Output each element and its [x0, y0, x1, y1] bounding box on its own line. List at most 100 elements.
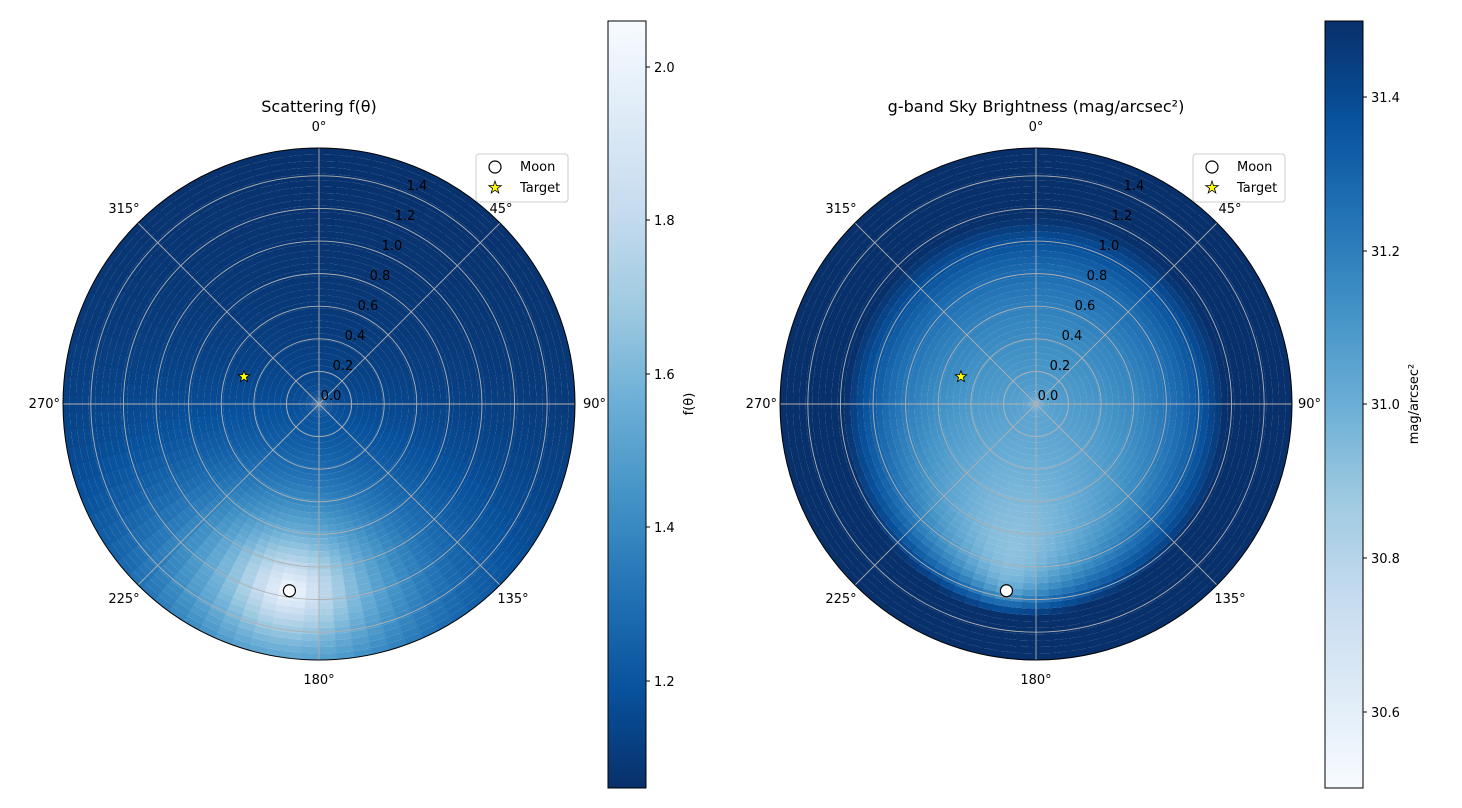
heatmap-cell: [223, 386, 231, 395]
heatmap-cell: [319, 295, 328, 302]
heatmap-cell: [952, 394, 960, 402]
heatmap-cell: [173, 594, 194, 611]
heatmap-cell: [278, 420, 286, 427]
heatmap-cell: [166, 449, 177, 464]
heatmap-cell: [152, 568, 171, 586]
heatmap-cell: [353, 234, 369, 245]
heatmap-cell: [1042, 402, 1049, 404]
heatmap-cell: [273, 517, 286, 528]
heatmap-cell: [351, 518, 363, 528]
heatmap-cell: [470, 376, 479, 390]
heatmap-cell: [264, 541, 279, 552]
heatmap-cell: [998, 394, 1006, 399]
heatmap-cell: [248, 153, 270, 165]
heatmap-cell: [319, 186, 337, 194]
heatmap-cell: [356, 375, 364, 383]
heatmap-cell: [317, 544, 330, 552]
heatmap-cell: [340, 386, 347, 392]
heatmap-cell: [274, 597, 292, 607]
heatmap-cell: [1032, 404, 1036, 410]
heatmap-cell: [342, 585, 359, 595]
heatmap-cell: [507, 424, 517, 441]
heatmap-cell: [186, 424, 195, 437]
heatmap-cell: [324, 372, 329, 380]
heatmap-cell: [1069, 352, 1078, 361]
heatmap-cell: [277, 463, 286, 472]
heatmap-cell: [143, 231, 161, 250]
heatmap-cell: [307, 346, 313, 354]
heatmap-cell: [1015, 451, 1022, 460]
heatmap-cell: [322, 409, 327, 415]
heatmap-cell: [1046, 321, 1055, 330]
heatmap-cell: [146, 532, 163, 550]
heatmap-cell: [436, 373, 446, 385]
heatmap-cell: [297, 328, 306, 337]
heatmap-cell: [430, 610, 452, 626]
heatmap-cell: [1076, 381, 1084, 388]
heatmap-cell: [166, 604, 187, 622]
heatmap-cell: [276, 200, 294, 210]
heatmap-cell: [87, 310, 101, 331]
heatmap-cell: [1060, 353, 1068, 361]
heatmap-cell: [456, 256, 473, 273]
heatmap-cell: [289, 433, 297, 441]
heatmap-cell: [329, 393, 336, 398]
heatmap-cell: [309, 269, 321, 277]
heatmap-cell: [994, 463, 1003, 472]
heatmap-cell: [187, 237, 205, 253]
heatmap-cell: [342, 411, 350, 417]
heatmap-cell: [89, 361, 99, 381]
heatmap-cell: [1051, 370, 1057, 378]
heatmap-cell: [1040, 441, 1046, 449]
heatmap-cell: [120, 551, 139, 572]
heatmap-cell: [1111, 389, 1119, 397]
heatmap-cell: [194, 363, 204, 375]
heatmap-cell: [985, 438, 994, 447]
heatmap-cell: [306, 218, 321, 226]
heatmap-cell: [354, 576, 371, 586]
heatmap-cell: [1074, 399, 1081, 404]
heatmap-cell: [152, 241, 170, 259]
heatmap-cell: [275, 545, 289, 555]
heatmap-cell: [1054, 364, 1061, 372]
heatmap-cell: [318, 461, 324, 468]
heatmap-cell: [1005, 411, 1013, 416]
heatmap-cell: [333, 415, 340, 422]
heatmap-cell: [456, 307, 470, 323]
heatmap-cell: [308, 414, 313, 421]
heatmap-cell: [490, 266, 507, 285]
heatmap-cell: [364, 271, 378, 282]
heatmap-cell: [539, 363, 549, 383]
heatmap-cell: [974, 446, 984, 456]
heatmap-cell: [541, 379, 550, 399]
heatmap-cell: [220, 578, 239, 592]
heatmap-cell: [476, 444, 487, 460]
heatmap-cell: [369, 584, 387, 596]
heatmap-cell: [988, 381, 996, 388]
heatmap-cell: [266, 446, 275, 455]
heatmap-cell: [405, 380, 414, 390]
heatmap-cell: [510, 438, 521, 456]
heatmap-cell: [330, 408, 337, 413]
heatmap-cell: [294, 394, 302, 399]
heatmap-cell: [482, 421, 491, 436]
heatmap-cell: [1018, 394, 1025, 399]
heatmap-cell: [261, 405, 269, 411]
heatmap-cell: [1078, 361, 1087, 370]
heatmap-cell: [166, 255, 183, 272]
heatmap-cell: [159, 385, 167, 399]
heatmap-cell: [75, 392, 83, 413]
heatmap-cell: [329, 392, 336, 397]
heatmap-cell: [93, 295, 108, 316]
heatmap-cell: [504, 232, 523, 253]
heatmap-cell: [101, 378, 110, 397]
heatmap-cell: [1036, 404, 1039, 411]
heatmap-cell: [302, 410, 309, 415]
panel-scattering: Scattering f(θ) 0° 45° 90° 135° 180° 225…: [29, 20, 697, 789]
heatmap-cell: [1084, 348, 1094, 358]
heatmap-cell: [1064, 415, 1072, 422]
heatmap-cell: [324, 396, 330, 401]
heatmap-cell: [205, 606, 226, 621]
heatmap-cell: [1016, 485, 1025, 493]
heatmap-cell: [156, 524, 172, 542]
